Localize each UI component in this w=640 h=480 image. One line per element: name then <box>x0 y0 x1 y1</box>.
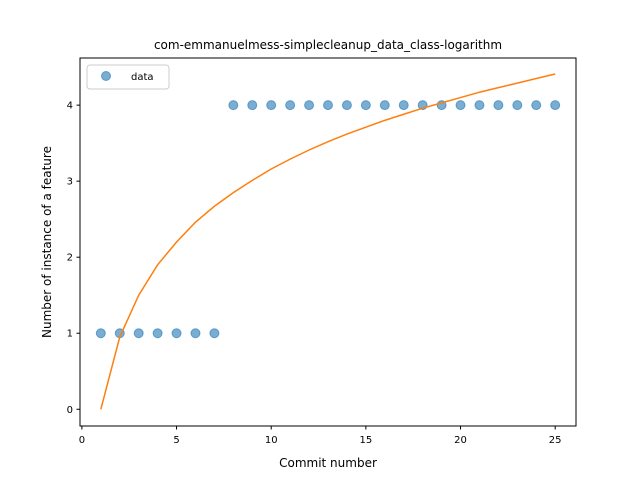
x-tick-label: 5 <box>173 435 179 446</box>
data-point <box>398 100 409 111</box>
y-axis: 0 1 2 3 4 <box>67 101 80 416</box>
data-point <box>379 100 390 111</box>
data-point <box>493 100 504 111</box>
data-point <box>209 328 220 339</box>
data-point <box>304 100 315 111</box>
y-tick-label: 4 <box>67 101 73 112</box>
legend-marker-data <box>101 71 111 81</box>
data-point <box>95 328 106 339</box>
data-point <box>171 328 182 339</box>
x-tick-label: 25 <box>549 435 562 446</box>
chart-title: com-emmanuelmess-simplecleanup_data_clas… <box>154 38 502 52</box>
legend-box <box>86 64 170 90</box>
data-point <box>152 328 163 339</box>
x-tick-label: 20 <box>454 435 467 446</box>
data-point <box>247 100 258 111</box>
data-point <box>360 100 371 111</box>
x-tick-label: 15 <box>359 435 372 446</box>
y-axis-label: Number of instance of a feature <box>40 146 54 338</box>
y-tick-label: 2 <box>67 253 73 264</box>
y-tick-label: 0 <box>67 405 73 416</box>
legend: data <box>86 64 170 90</box>
data-point <box>285 100 296 111</box>
y-tick-label: 3 <box>67 177 73 188</box>
data-point <box>455 100 466 111</box>
data-point <box>341 100 352 111</box>
x-tick-label: 0 <box>79 435 85 446</box>
plot-area <box>95 73 561 410</box>
plot-frame <box>79 57 577 427</box>
data-point <box>550 100 561 111</box>
data-point <box>266 100 277 111</box>
x-tick-label: 10 <box>265 435 278 446</box>
x-axis: 0 5 10 15 20 25 <box>79 426 562 446</box>
y-tick-label: 1 <box>67 329 73 340</box>
legend-label-data: data <box>131 72 154 83</box>
data-point <box>228 100 239 111</box>
data-point <box>474 100 485 111</box>
data-point <box>190 328 201 339</box>
fit-line <box>100 73 556 410</box>
data-point <box>531 100 542 111</box>
data-point <box>133 328 144 339</box>
data-point <box>323 100 333 111</box>
x-axis-label: Commit number <box>279 456 377 470</box>
data-point <box>512 100 523 111</box>
